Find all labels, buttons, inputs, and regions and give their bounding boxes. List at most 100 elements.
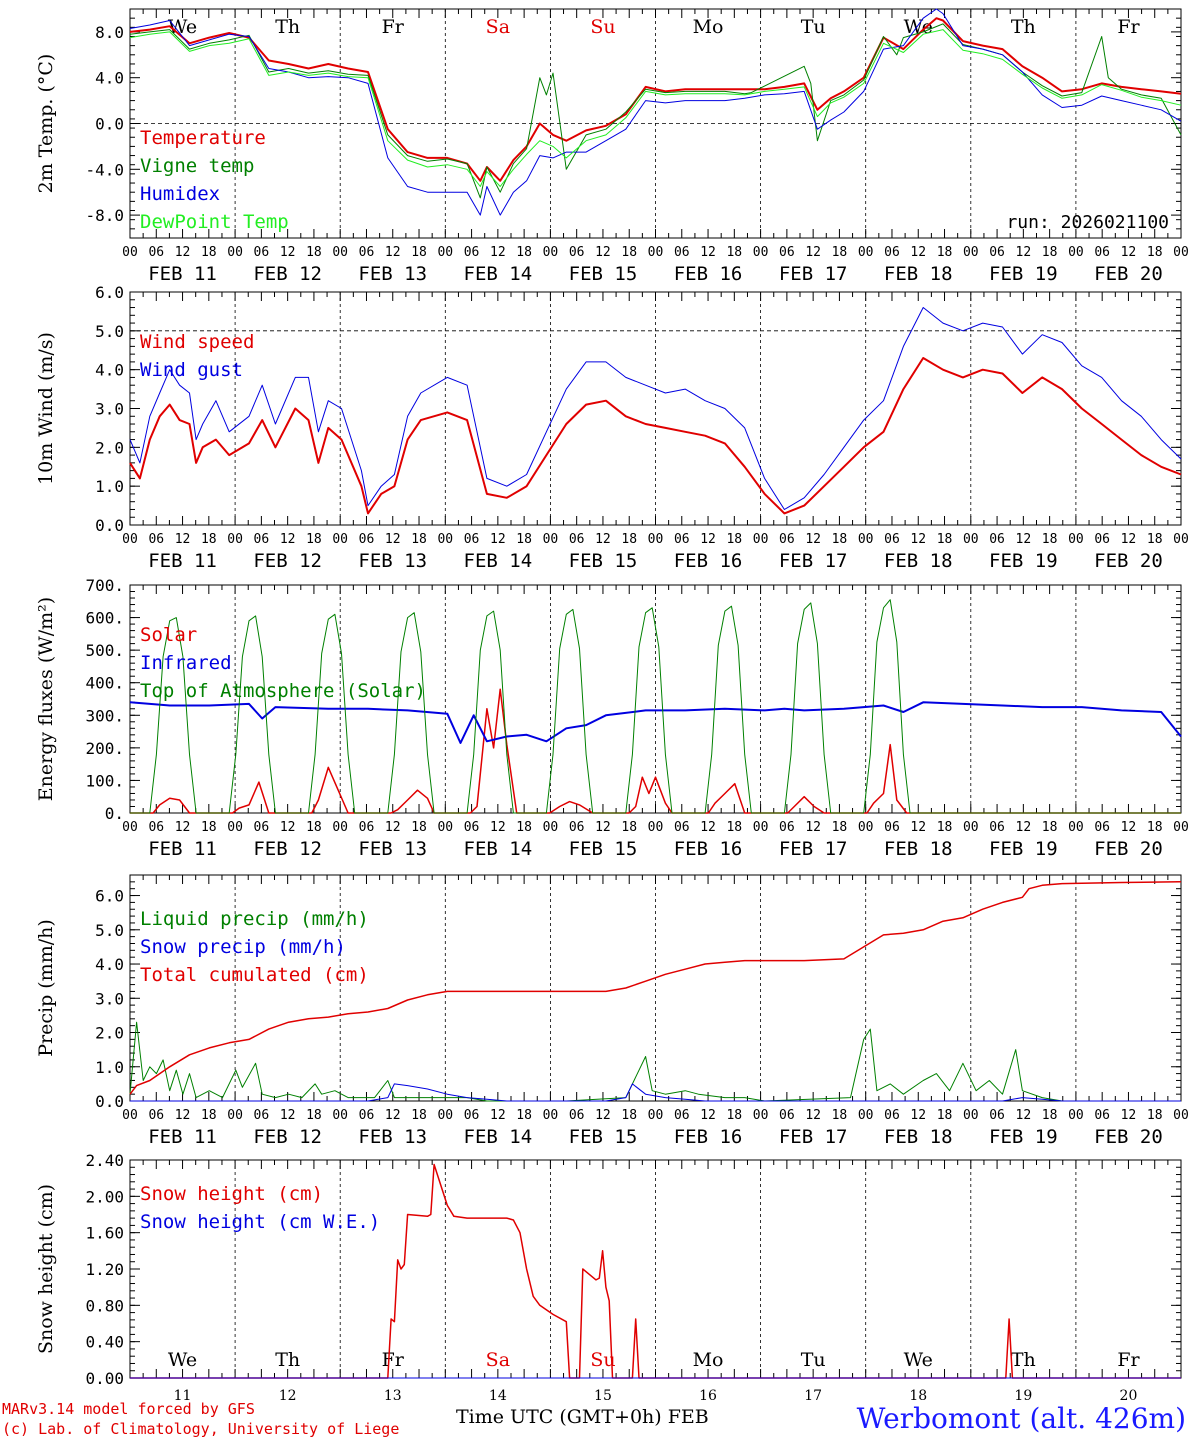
x-hour-label: 00 [122,1108,138,1123]
x-date-label: FEB 19 [989,838,1058,860]
x-hour-label: 00 [648,1108,664,1123]
x-hour-label: 18 [832,820,848,835]
x-hour-label: 18 [306,820,322,835]
x-hour-label: 00 [858,245,874,260]
x-hour-label: 12 [1016,532,1032,547]
day-name-label: Th [275,1349,300,1371]
day-name-label: Fr [382,1349,405,1371]
x-hour-label: 00 [963,820,979,835]
x-hour-label: 00 [1173,820,1189,835]
x-date-label: FEB 16 [674,1126,743,1148]
x-hour-label: 00 [648,820,664,835]
legend-entry: Liquid precip (mm/h) [140,908,369,930]
x-hour-label: 06 [884,245,900,260]
x-hour-label: 00 [122,245,138,260]
x-date-label: FEB 14 [464,1126,533,1148]
series-line-dewpoint-temp [129,29,1182,187]
credit-lab: (c) Lab. of Climatology, University of L… [2,1420,400,1438]
x-date-label: FEB 14 [464,550,533,572]
panel-3: 0. 100. 200. 300. 400. 500. 600. 700. Energy flu… [35,576,1189,860]
x-hour-label: 06 [254,820,270,835]
legend-entry: Infrared [140,652,232,674]
y-tick-label: 400. [85,674,124,693]
x-hour-label: 18 [1147,1108,1163,1123]
legend-entry: Snow precip (mm/h) [140,936,346,958]
x-hour-label: 00 [437,245,453,260]
x-hour-label: 00 [437,1108,453,1123]
x-hour-label: 00 [122,532,138,547]
x-day-number: 12 [279,1388,297,1404]
x-date-label: FEB 15 [569,1126,638,1148]
x-hour-label: 06 [1094,1108,1110,1123]
x-hour-label: 18 [726,532,742,547]
x-date-label: FEB 20 [1094,1126,1163,1148]
x-hour-label: 00 [1068,245,1084,260]
x-hour-label: 06 [148,820,164,835]
x-hour-label: 06 [989,820,1005,835]
day-name-label: We [904,1349,933,1371]
legend-entry: Wind speed [140,331,254,353]
x-hour-label: 12 [385,1108,401,1123]
x-hour-label: 18 [937,820,953,835]
x-hour-label: 00 [753,245,769,260]
x-date-label: FEB 15 [569,550,638,572]
x-hour-label: 00 [753,820,769,835]
x-hour-label: 00 [227,532,243,547]
x-hour-label: 00 [858,820,874,835]
series-line-infrared [129,701,1182,744]
legend-entry: Snow height (cm) [140,1183,323,1205]
x-hour-label: 18 [516,820,532,835]
x-day-number: 11 [174,1388,192,1404]
x-hour-label: 06 [464,245,480,260]
x-hour-label: 12 [700,532,716,547]
x-hour-label: 18 [621,1108,637,1123]
y-tick-label: 1.0 [95,477,124,496]
x-hour-label: 18 [726,245,742,260]
x-hour-label: 06 [779,820,795,835]
panel-2: 0.0 1.0 2.0 3.0 4.0 5.0 6.0 10m Wind (m/s) 00 06 1… [35,283,1189,572]
x-hour-label: 12 [595,1108,611,1123]
y-tick-label: 0.00 [85,1369,124,1388]
panel-1: -8.0 -4.0 0.0 4.0 8.0 2m Temp. (°C) 00 06 12 18 FE… [35,8,1189,285]
x-hour-label: 12 [385,820,401,835]
day-name-label: Mo [693,1349,724,1371]
x-hour-label: 18 [726,1108,742,1123]
x-hour-label: 06 [884,532,900,547]
x-hour-label: 00 [543,1108,559,1123]
x-hour-label: 12 [175,532,191,547]
x-hour-label: 06 [464,532,480,547]
x-date-label: FEB 18 [884,1126,953,1148]
x-hour-label: 00 [1173,1108,1189,1123]
x-hour-label: 18 [1042,245,1058,260]
y-axis-label: Snow height (cm) [35,1184,57,1354]
x-date-label: FEB 14 [464,263,533,285]
x-date-label: FEB 12 [253,263,322,285]
x-hour-label: 12 [805,532,821,547]
x-hour-label: 06 [674,532,690,547]
x-hour-label: 00 [227,245,243,260]
y-tick-label: 4.0 [95,955,124,974]
run-label: run: 2026021100 [1006,212,1169,233]
x-hour-label: 12 [910,820,926,835]
y-tick-label: 2.00 [85,1187,124,1206]
y-tick-label: 0.0 [95,115,124,134]
day-name-label: Fr [382,16,405,38]
x-hour-label: 18 [1042,820,1058,835]
y-tick-label: 6.0 [95,887,124,906]
x-hour-label: 12 [910,1108,926,1123]
legend-entry: Top of Atmosphere (Solar) [140,680,426,702]
x-hour-label: 06 [569,532,585,547]
x-hour-label: 18 [1147,820,1163,835]
day-name-label: Su [590,1349,615,1371]
y-tick-label: 8.0 [95,23,124,42]
x-hour-label: 18 [306,1108,322,1123]
y-tick-label: 1.60 [85,1224,124,1243]
x-hour-label: 00 [332,820,348,835]
y-tick-label: 2.40 [85,1151,124,1170]
legend-entry: Temperature [140,127,266,149]
x-hour-label: 06 [674,820,690,835]
y-tick-label: 5.0 [95,921,124,940]
x-hour-label: 00 [858,532,874,547]
x-date-label: FEB 12 [253,550,322,572]
x-hour-label: 18 [201,245,217,260]
